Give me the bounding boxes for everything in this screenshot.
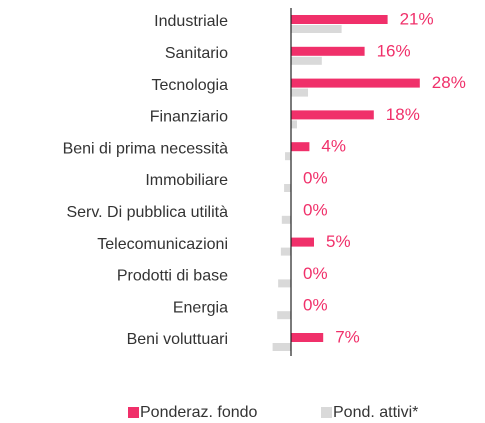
bar bbox=[291, 142, 310, 152]
value-label: 0% bbox=[303, 168, 328, 187]
category-label: Energia bbox=[173, 299, 228, 316]
value-label: 4% bbox=[321, 137, 346, 156]
bar bbox=[291, 56, 322, 65]
bar bbox=[291, 237, 314, 247]
bar bbox=[281, 215, 291, 224]
category-label: Sanitario bbox=[165, 45, 228, 62]
category-label: Beni voluttuari bbox=[127, 331, 228, 348]
bar bbox=[277, 311, 291, 320]
value-label: 16% bbox=[377, 41, 411, 60]
bar bbox=[291, 15, 388, 24]
bar bbox=[280, 247, 291, 256]
bar bbox=[272, 343, 291, 351]
legend-label: Ponderaz. fondo bbox=[140, 404, 258, 421]
value-label: 18% bbox=[386, 105, 420, 124]
legend-label: Pond. attivi* bbox=[333, 404, 418, 421]
bar bbox=[285, 152, 291, 161]
bar bbox=[291, 25, 342, 33]
category-label: Industriale bbox=[154, 13, 228, 30]
bar bbox=[291, 110, 374, 120]
category-label: Beni di prima necessità bbox=[63, 140, 229, 157]
value-label: 0% bbox=[303, 296, 328, 315]
bar bbox=[291, 46, 365, 56]
value-label: 28% bbox=[432, 73, 466, 92]
bar bbox=[278, 279, 291, 288]
category-label: Telecomunicazioni bbox=[97, 236, 228, 253]
value-label: 21% bbox=[400, 9, 434, 28]
category-label: Finanziario bbox=[150, 109, 228, 126]
category-label: Tecnologia bbox=[152, 77, 229, 94]
category-label: Immobiliare bbox=[145, 172, 228, 189]
bar bbox=[291, 333, 324, 342]
bar bbox=[284, 184, 291, 192]
bar bbox=[291, 88, 309, 97]
legend-swatch bbox=[321, 407, 332, 418]
bar bbox=[291, 120, 297, 129]
value-label: 7% bbox=[335, 327, 360, 346]
value-label: 5% bbox=[326, 232, 351, 251]
legend-swatch bbox=[128, 407, 139, 418]
value-label: 0% bbox=[303, 264, 328, 283]
value-label: 0% bbox=[303, 200, 328, 219]
bar bbox=[291, 78, 420, 88]
category-label: Serv. Di pubblica utilità bbox=[66, 204, 228, 221]
category-label: Prodotti di base bbox=[117, 268, 228, 285]
